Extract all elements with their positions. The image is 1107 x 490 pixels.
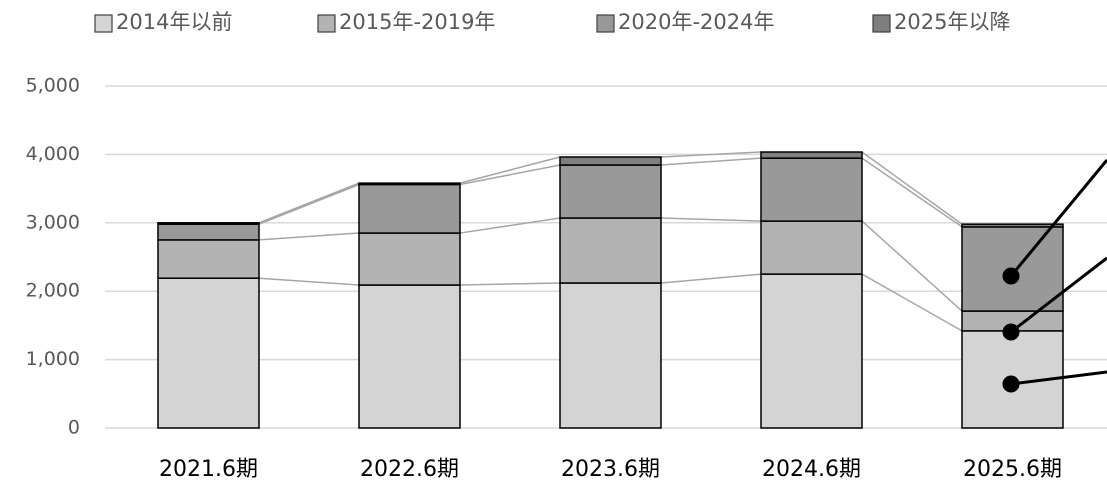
legend-swatch xyxy=(94,14,113,33)
legend-swatch xyxy=(596,14,615,33)
x-tick-label: 2021.6期 xyxy=(159,457,258,482)
connector-line xyxy=(861,220,963,312)
bar-segment xyxy=(358,182,461,186)
connector-line xyxy=(660,273,762,284)
callout-line xyxy=(1009,159,1107,277)
y-tick-label: 5,000 xyxy=(26,75,80,97)
legend-label: 2025年以降 xyxy=(894,10,1010,34)
bar-segment xyxy=(760,151,863,159)
bar-segment xyxy=(559,282,662,429)
bar-segment xyxy=(559,217,662,284)
connector-line xyxy=(861,151,963,225)
connector-line xyxy=(258,183,360,225)
x-tick-label: 2023.6期 xyxy=(561,457,660,482)
callout-dot xyxy=(1002,267,1020,285)
connector-line xyxy=(660,151,762,158)
legend-label: 2015年-2019年 xyxy=(339,10,495,34)
callout-dot xyxy=(1002,375,1020,393)
bar-segment xyxy=(559,164,662,219)
connector-line xyxy=(459,282,561,286)
x-tick-label: 2022.6期 xyxy=(360,457,459,482)
bar-segment xyxy=(961,223,1064,228)
legend-label: 2020年-2024年 xyxy=(618,10,774,34)
bar-segment xyxy=(760,220,863,275)
bar-segment xyxy=(358,284,461,429)
connector-line xyxy=(258,277,360,286)
connector-line xyxy=(861,157,963,228)
connector-line xyxy=(861,273,963,332)
y-tick-label: 3,000 xyxy=(26,211,80,233)
y-tick-label: 0 xyxy=(68,417,80,439)
bar-segment xyxy=(157,277,260,429)
y-tick-label: 4,000 xyxy=(26,143,80,165)
bar-segment xyxy=(760,273,863,429)
y-tick-label: 1,000 xyxy=(26,348,80,370)
connector-line xyxy=(459,217,561,234)
connector-line xyxy=(459,156,561,184)
bar-segment xyxy=(358,232,461,286)
bar-segment xyxy=(559,156,662,166)
y-tick-label: 2,000 xyxy=(26,280,80,302)
connector-line xyxy=(660,217,762,222)
connector-line xyxy=(258,182,360,224)
callout-line xyxy=(1010,370,1107,386)
x-tick-label: 2025.6期 xyxy=(963,457,1062,482)
bar-segment xyxy=(358,183,461,234)
bar-segment xyxy=(760,157,863,222)
bar-segment xyxy=(157,239,260,279)
x-tick-label: 2024.6期 xyxy=(762,457,861,482)
callouts xyxy=(1002,159,1107,393)
callout-line xyxy=(1010,256,1107,334)
plot-area: 0 1,000 2,000 3,000 4,000 5,000 2014年以前 2015年-2… xyxy=(26,10,1107,482)
legend-swatch xyxy=(317,14,336,33)
legend-label: 2014年以前 xyxy=(116,10,232,34)
connector-line xyxy=(459,164,561,186)
connector-line xyxy=(660,157,762,166)
bar-segment xyxy=(157,223,260,241)
callout-dot xyxy=(1002,323,1020,341)
connector-line xyxy=(258,232,360,241)
bar-segment xyxy=(157,222,260,225)
legend-swatch xyxy=(872,14,891,33)
